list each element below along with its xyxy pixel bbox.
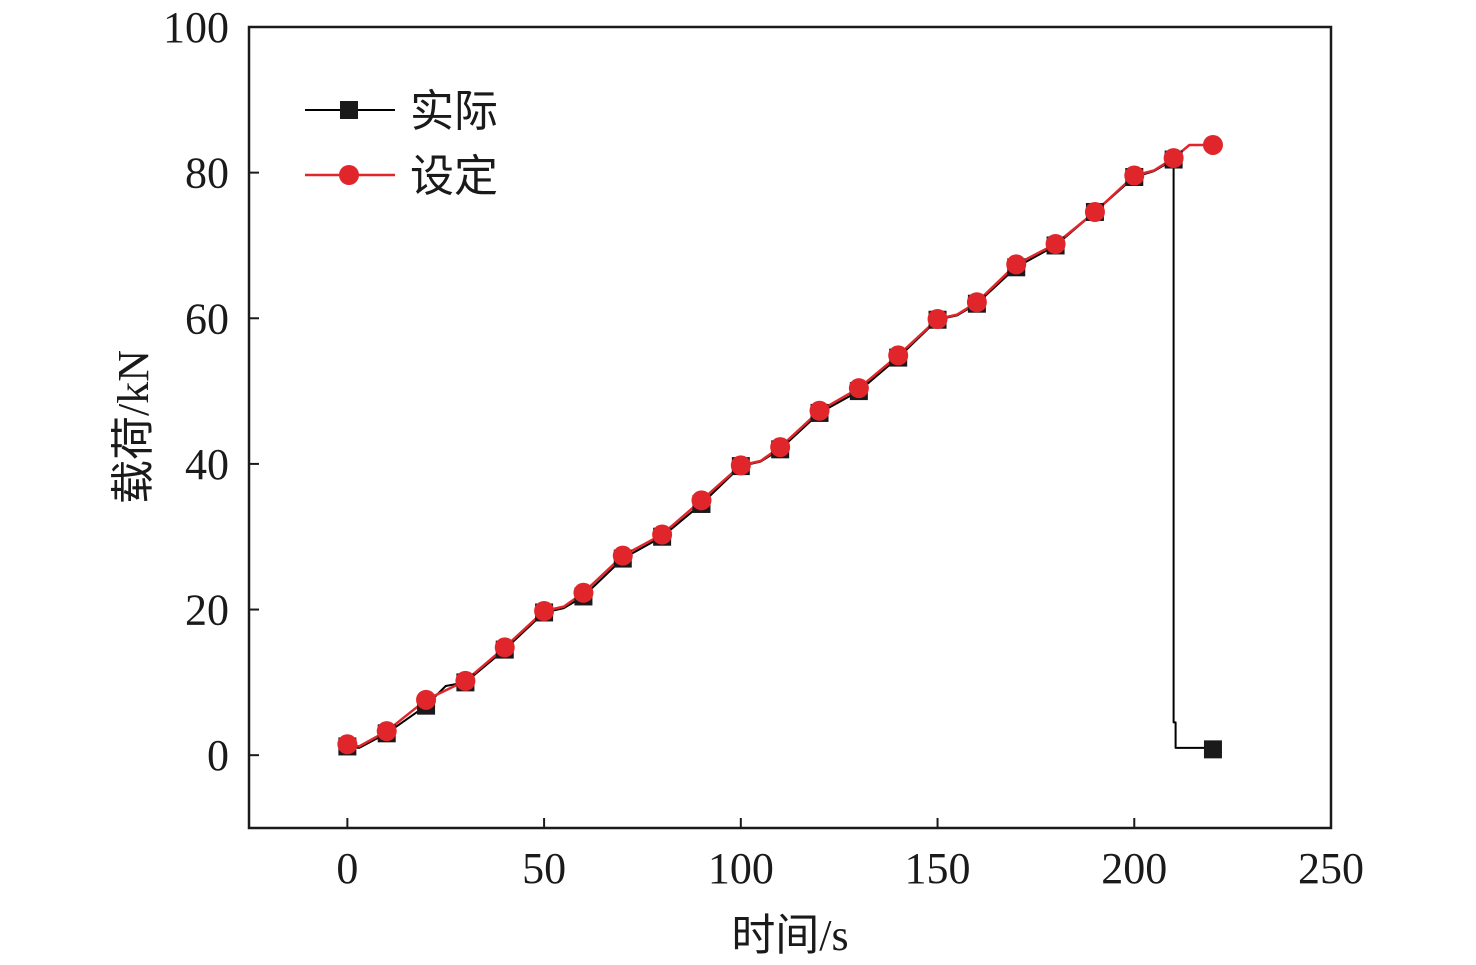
data-point-setpoint [730,455,751,476]
axis-ticks [249,26,1332,828]
x-tick-label: 250 [1298,844,1364,893]
series-markers [337,134,1223,759]
data-point-setpoint [652,524,673,545]
y-tick-label: 0 [207,731,229,780]
data-point-setpoint [809,400,830,421]
x-tick-label: 150 [905,844,971,893]
data-point-setpoint [770,437,791,458]
data-point-setpoint [337,734,358,755]
data-point-setpoint [612,545,633,566]
data-point-setpoint [1084,201,1105,222]
x-axis-label: 时间/s [731,911,848,960]
tick-labels: 0 50 100 150 200 250 0 20 40 60 80 100 [163,3,1364,893]
data-point-setpoint [573,582,594,603]
data-point-setpoint [1202,134,1223,155]
data-point-setpoint [494,637,515,658]
data-point-setpoint [966,292,987,313]
y-tick-label: 100 [163,3,229,52]
x-tick-label: 100 [708,844,774,893]
x-tick-label: 0 [336,844,358,893]
y-tick-label: 60 [185,294,229,343]
y-axis-label: 载荷/kN [109,350,158,504]
data-point-setpoint [691,490,712,511]
legend-label-setpoint: 设定 [410,152,498,201]
data-point-setpoint [1006,254,1027,275]
legend-marker-setpoint [339,165,359,185]
y-tick-label: 40 [185,440,229,489]
data-point-setpoint [888,345,909,366]
x-tick-label: 200 [1101,844,1167,893]
data-point-setpoint [848,378,869,399]
legend-label-actual: 实际 [410,87,498,136]
y-tick-label: 20 [185,586,229,635]
legend: 实际 设定 [305,87,498,201]
data-point-actual [1203,740,1222,759]
data-point-setpoint [455,670,476,691]
data-point-setpoint [376,721,397,742]
y-tick-label: 80 [185,149,229,198]
data-point-setpoint [1045,233,1066,254]
data-point-setpoint [1163,148,1184,169]
data-point-setpoint [534,601,555,622]
data-point-setpoint [416,689,437,710]
plot-frame [247,25,1333,830]
x-tick-label: 50 [522,844,566,893]
data-point-setpoint [927,309,948,330]
legend-marker-actual [340,101,358,119]
data-point-setpoint [1124,165,1145,186]
